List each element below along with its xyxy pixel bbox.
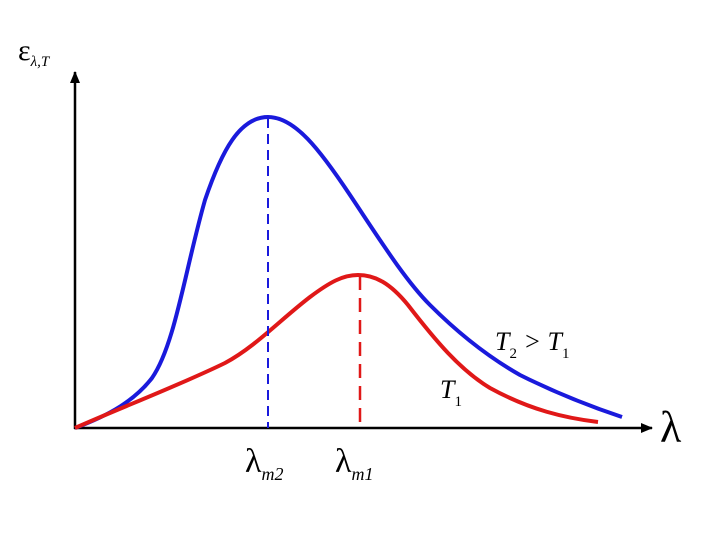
subscript: 2 [509,346,517,362]
subscript: 1 [454,394,462,410]
subscript: 1 [562,346,570,362]
y-axis-label: ελ,T [18,34,51,70]
curve-t2 [74,114,623,430]
label-text: T [495,327,511,356]
label-text: T [440,375,456,404]
subscript: λ,T [30,54,51,70]
peak-label-m1: λm1 [335,443,374,484]
subscript: m2 [262,464,284,484]
symbol: ε [18,34,31,67]
curve-label-t1: T1 [440,375,462,410]
label-text: > T [517,327,564,356]
symbol: λ [335,443,352,480]
curve-label-t2: T2 > T1 [495,327,569,362]
subscript: m1 [352,464,374,484]
curve-t1 [74,272,599,430]
symbol: λ [245,443,262,480]
peak-label-m2: λm2 [245,443,284,484]
x-axis-label: λ [660,403,682,452]
